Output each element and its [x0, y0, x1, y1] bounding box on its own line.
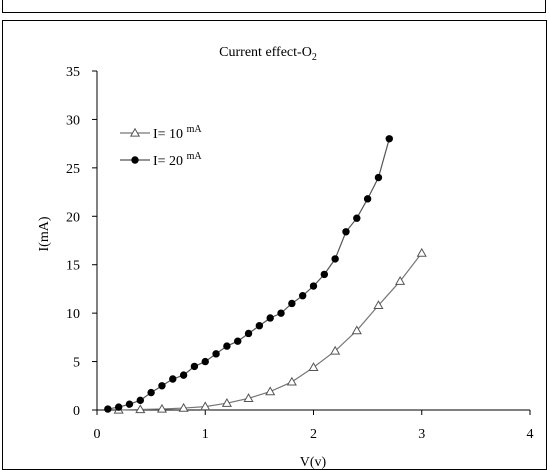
- data-point: [200, 401, 211, 411]
- x-tick-label: 2: [310, 427, 317, 442]
- data-point: [342, 228, 350, 236]
- data-point: [385, 135, 393, 143]
- data-point: [363, 195, 372, 203]
- data-point: [331, 255, 339, 263]
- x-axis-title: V(v): [300, 455, 327, 470]
- data-point: [244, 329, 253, 338]
- y-tick-label: 10: [66, 307, 80, 322]
- data-point: [309, 282, 318, 290]
- data-point: [266, 314, 274, 322]
- y-tick-label: 25: [66, 162, 80, 177]
- data-point: [395, 275, 406, 285]
- y-tick-label: 30: [66, 113, 80, 128]
- y-tick-label: 35: [66, 65, 80, 80]
- data-point: [320, 270, 329, 279]
- data-point: [169, 375, 177, 383]
- data-point: [212, 350, 220, 358]
- data-point: [308, 362, 319, 372]
- data-point: [255, 322, 264, 330]
- legend-swatch-marker: [129, 127, 141, 137]
- data-point: [288, 299, 296, 308]
- legend-swatch-marker: [131, 156, 139, 164]
- legend-label: I= 10 mA: [153, 124, 202, 142]
- series-line: [107, 138, 390, 410]
- series-layer: [104, 135, 427, 414]
- data-point: [373, 300, 384, 310]
- data-point: [330, 345, 341, 355]
- data-point: [277, 309, 285, 317]
- data-point: [298, 292, 307, 300]
- data-point: [125, 400, 134, 408]
- series-1: [113, 247, 427, 414]
- data-point: [374, 173, 383, 182]
- data-point: [351, 325, 362, 335]
- data-point: [221, 398, 232, 407]
- data-point: [243, 393, 254, 403]
- legend-item-1: I= 10 mA: [120, 124, 202, 142]
- data-point: [234, 337, 242, 345]
- data-point: [353, 214, 361, 222]
- data-point: [136, 396, 144, 405]
- legend-item-2: I= 20 mA: [120, 151, 202, 169]
- data-point: [190, 362, 199, 371]
- top-panel-frame: [2, 0, 546, 13]
- data-point: [114, 403, 123, 411]
- y-tick-label: 20: [66, 210, 80, 225]
- data-point: [135, 404, 146, 414]
- y-tick-label: 5: [73, 356, 80, 371]
- data-point: [178, 402, 189, 412]
- data-point: [179, 371, 188, 379]
- data-point: [147, 388, 155, 397]
- data-point: [156, 403, 168, 413]
- x-tick-label: 1: [202, 427, 209, 442]
- data-point: [158, 382, 166, 390]
- legend-label: I= 20 mA: [153, 151, 202, 169]
- data-point: [104, 405, 112, 413]
- data-point: [265, 386, 276, 396]
- x-tick-label: 3: [418, 427, 425, 442]
- chart-title: Current effect-O2: [219, 45, 317, 63]
- x-tick-label: 4: [527, 427, 534, 442]
- y-tick-label: 0: [73, 404, 80, 419]
- x-tick-label: 0: [94, 427, 101, 442]
- y-axis-title: I(mA): [37, 216, 52, 251]
- axes: 0 1 2 3 4 0 5 10 15 20 25 30 35: [66, 65, 534, 442]
- data-point: [286, 376, 297, 386]
- series-2: [104, 135, 393, 413]
- y-tick-label: 15: [66, 259, 80, 274]
- data-point: [223, 342, 231, 350]
- data-point: [416, 247, 427, 257]
- legend: I= 10 mA I= 20 mA: [120, 124, 202, 169]
- data-point: [201, 357, 209, 366]
